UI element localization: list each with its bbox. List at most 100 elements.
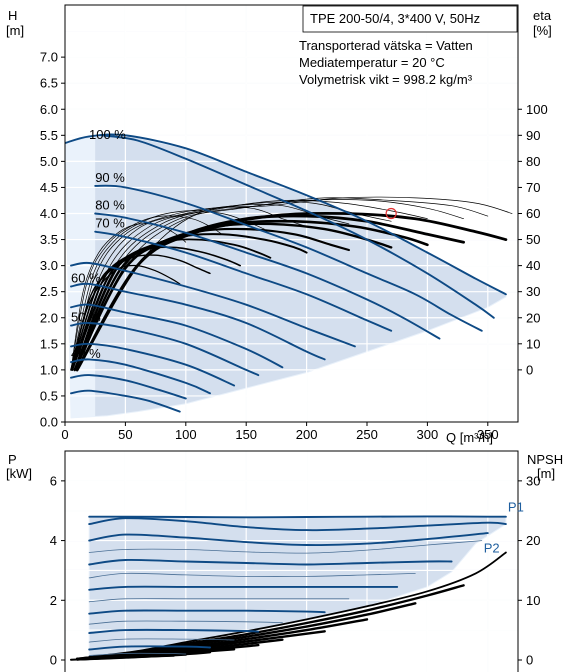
flow-x-tick-label: 50 xyxy=(118,427,132,442)
efficiency-curve xyxy=(76,196,513,371)
power-curve xyxy=(88,517,507,532)
npsh-axis-label: NPSH xyxy=(527,452,563,467)
flow-x-tick-label: 150 xyxy=(235,427,257,442)
head-y-tick-label: 3.0 xyxy=(40,258,58,273)
eta-y-tick-label: 80 xyxy=(526,154,540,169)
power-series-label: P2 xyxy=(484,541,500,556)
head-y-tick-label: 6.5 xyxy=(40,76,58,91)
flow-x-tick-label: 100 xyxy=(175,427,197,442)
duty-point-marker xyxy=(385,207,397,220)
eta-y-tick-label: 60 xyxy=(526,206,540,221)
eta-y-tick-label: 70 xyxy=(526,180,540,195)
power-y-axis: 0 2 4 6 xyxy=(50,473,65,668)
efficiency-curve xyxy=(71,206,307,371)
power-curve xyxy=(88,558,453,566)
efficiency-curve xyxy=(74,199,464,371)
head-y-tick-label: 4.5 xyxy=(40,180,58,195)
power-curve xyxy=(88,628,260,635)
npsh-y-tick-label: 0 xyxy=(526,653,533,668)
npsh-y-tick-label: 20 xyxy=(526,533,540,548)
npsh-curves xyxy=(70,551,507,661)
efficiency-curve xyxy=(70,223,187,371)
eta-axis-unit: [%] xyxy=(533,23,552,38)
power-series-labels: P1 P2 xyxy=(484,500,524,556)
speed-label: 90 % xyxy=(95,170,125,185)
eta-y-tick-label: 10 xyxy=(526,336,540,351)
speed-curve xyxy=(94,230,393,332)
pump-title: TPE 200-50/4, 3*400 V, 50Hz xyxy=(310,11,480,26)
npsh-y-tick-label: 10 xyxy=(526,593,540,608)
power-curve xyxy=(88,598,350,603)
power-curve xyxy=(88,652,187,656)
flow-x-tick-label: 300 xyxy=(417,427,439,442)
speed-curve xyxy=(70,374,187,400)
power-curve xyxy=(88,572,416,579)
power-curve xyxy=(88,638,235,643)
flow-x-tick-label: 0 xyxy=(61,427,68,442)
speed-curves xyxy=(65,133,507,413)
eta-y-tick-label: 90 xyxy=(526,128,540,143)
head-y-tick-label: 1.0 xyxy=(40,362,58,377)
power-curve xyxy=(88,532,489,547)
efficiency-curve xyxy=(70,264,181,371)
head-y-tick-label: 5.5 xyxy=(40,128,58,143)
efficiency-curve xyxy=(73,227,350,371)
power-range-band xyxy=(65,451,518,672)
head-y-tick-label: 5.0 xyxy=(40,154,58,169)
head-y-tick-label: 3.5 xyxy=(40,232,58,247)
head-axis-label: H xyxy=(8,8,17,23)
eta-y-tick-label: 0 xyxy=(526,362,533,377)
title-box xyxy=(302,5,518,33)
power-y-tick-label: 2 xyxy=(50,593,57,608)
eta-y-axis: 0 10 20 30 40 50 60 70 80 90 100 xyxy=(518,102,548,377)
head-y-axis: 0.0 0.5 1.0 1.5 2.0 2.5 3.0 3.5 4.0 4.5 5.0 5.5 6.0 6… xyxy=(40,50,65,430)
head-y-tick-label: 4.0 xyxy=(40,206,58,221)
power-series-label: P1 xyxy=(508,500,524,515)
eta-y-tick-label: 40 xyxy=(526,258,540,273)
speed-label: 80 % xyxy=(95,198,125,213)
info-line-liquid: Transporterad vätska = Vatten xyxy=(299,38,473,53)
power-curve xyxy=(88,645,211,651)
efficiency-curve xyxy=(70,254,211,371)
efficiency-curve xyxy=(73,219,429,372)
speed-label: 40 % xyxy=(71,346,101,361)
speed-label: 100 % xyxy=(89,127,126,142)
speed-curve xyxy=(70,358,211,395)
head-y-tick-label: 2.0 xyxy=(40,310,58,325)
flow-x-axis: 0 50 100 150 200 250 300 350 xyxy=(61,422,499,442)
power-chart: 0 2 4 6 0 10 20 30 P1 P2 P [kW] NPSH [m] xyxy=(6,450,563,672)
speed-curve xyxy=(70,303,284,369)
head-chart: 0.0 0.5 1.0 1.5 2.0 2.5 3.0 3.5 4.0 4.5 5.0 5.5 6.0 6… xyxy=(6,4,552,445)
head-y-tick-label: 1.5 xyxy=(40,336,58,351)
flow-axis-label: Q [m³/h] xyxy=(446,430,493,445)
flow-x-tick-label: 250 xyxy=(356,427,378,442)
power-curve xyxy=(88,620,283,625)
speed-curve xyxy=(94,184,483,332)
power-y-tick-label: 0 xyxy=(50,653,57,668)
speed-label: 70 % xyxy=(95,216,125,231)
speed-percent-labels: 100 % 90 % 80 % 70 % 60 % 50 % 40 % xyxy=(71,127,126,361)
npsh-curve xyxy=(70,654,175,661)
power-curves xyxy=(88,515,507,656)
info-line-temperature: Mediatemperatur = 20 °C xyxy=(299,55,445,70)
eta-y-tick-label: 50 xyxy=(526,232,540,247)
head-axis-unit: [m] xyxy=(6,23,24,38)
flow-x-tick-label: 200 xyxy=(296,427,318,442)
speed-curve xyxy=(70,342,236,387)
speed-curve xyxy=(94,212,441,340)
speed-curve xyxy=(70,389,181,413)
flow-x-tick-label: 350 xyxy=(477,427,499,442)
speed-curve xyxy=(100,134,495,319)
eta-y-tick-label: 30 xyxy=(526,284,540,299)
npsh-curve xyxy=(88,551,507,658)
power-curve xyxy=(88,609,326,615)
head-y-tick-label: 7.0 xyxy=(40,50,58,65)
speed-curve xyxy=(70,321,260,377)
speed-label: 60 % xyxy=(71,270,101,285)
eta-y-tick-label: 20 xyxy=(526,310,540,325)
power-curve xyxy=(88,540,483,554)
power-curve xyxy=(88,515,507,519)
speed-curve xyxy=(65,133,507,296)
npsh-y-tick-label: 30 xyxy=(526,473,540,488)
speed-label: 50 % xyxy=(71,310,101,325)
